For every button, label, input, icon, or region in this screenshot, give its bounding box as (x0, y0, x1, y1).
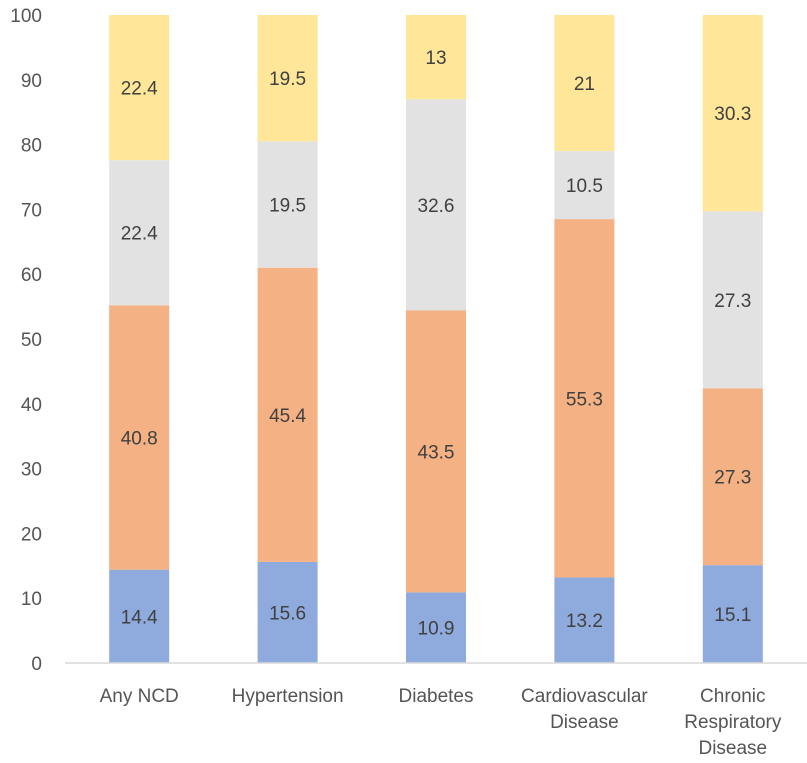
data-label: 27.3 (714, 291, 751, 312)
x-category-label: Diabetes (399, 686, 474, 707)
bar-segment (109, 569, 170, 663)
bar-segment (406, 592, 466, 663)
data-label: 21 (574, 74, 595, 95)
bar-segment (406, 15, 466, 100)
x-category-label: Any NCD (100, 686, 179, 707)
y-tick-label: 20 (21, 524, 42, 545)
bar-segment (257, 141, 318, 268)
data-label: 13 (425, 48, 446, 69)
bar-segment (702, 15, 763, 212)
data-label: 15.6 (269, 603, 306, 624)
y-tick-label: 40 (21, 395, 42, 416)
x-category-label: Chronic (700, 686, 765, 707)
bars: 14.4 40.8 22.4 22.4 15.6 45.4 19.5 19.5 10.9 43.5… (109, 15, 763, 663)
bar-segment (109, 305, 170, 570)
bar-segment (406, 99, 466, 311)
data-label: 43.5 (418, 442, 455, 463)
x-category-label: Disease (698, 738, 767, 759)
x-category-label: Respiratory (684, 712, 782, 733)
data-label: 10.5 (566, 176, 603, 197)
bar-segment (406, 310, 466, 593)
x-category-label: Hypertension (232, 686, 344, 707)
data-label: 19.5 (269, 196, 306, 217)
data-label: 22.4 (121, 79, 158, 100)
bar-segment (554, 219, 615, 578)
data-label: 45.4 (269, 406, 306, 427)
x-category-label: Disease (550, 712, 619, 733)
bar-segment (554, 15, 615, 152)
y-tick-label: 90 (21, 71, 42, 92)
y-tick-label: 80 (21, 136, 42, 157)
data-label: 14.4 (121, 607, 158, 628)
bar-segment (702, 388, 763, 566)
data-label: 13.2 (566, 611, 603, 632)
bar-segment (554, 151, 615, 220)
y-tick-label: 100 (10, 6, 42, 27)
bar-segment (109, 15, 170, 161)
y-tick-label: 0 (31, 654, 42, 675)
data-label: 32.6 (418, 196, 455, 217)
bar-segment (702, 211, 763, 389)
y-tick-label: 50 (21, 330, 42, 351)
bar-segment (257, 267, 318, 562)
y-tick-label: 10 (21, 589, 42, 610)
data-label: 19.5 (269, 69, 306, 90)
bar-segment (554, 577, 615, 663)
bar-segment (109, 160, 170, 306)
x-axis: Any NCD Hypertension Diabetes Cardiovascula… (65, 662, 807, 759)
y-tick-label: 30 (21, 460, 42, 481)
y-tick-label: 70 (21, 200, 42, 221)
x-category-label: Cardiovascular (521, 686, 648, 707)
data-label: 27.3 (714, 468, 751, 489)
data-label: 15.1 (714, 605, 751, 626)
y-tick-label: 60 (21, 265, 42, 286)
data-label: 10.9 (418, 619, 455, 640)
data-label: 22.4 (121, 224, 158, 245)
y-axis: 0 10 20 30 40 50 60 70 80 90 100 (10, 6, 42, 675)
bar-segment (702, 565, 763, 663)
data-label: 55.3 (566, 389, 603, 410)
data-label: 40.8 (121, 428, 158, 449)
data-label: 30.3 (714, 104, 751, 125)
bar-segment (257, 15, 318, 142)
bar-segment (257, 561, 318, 663)
